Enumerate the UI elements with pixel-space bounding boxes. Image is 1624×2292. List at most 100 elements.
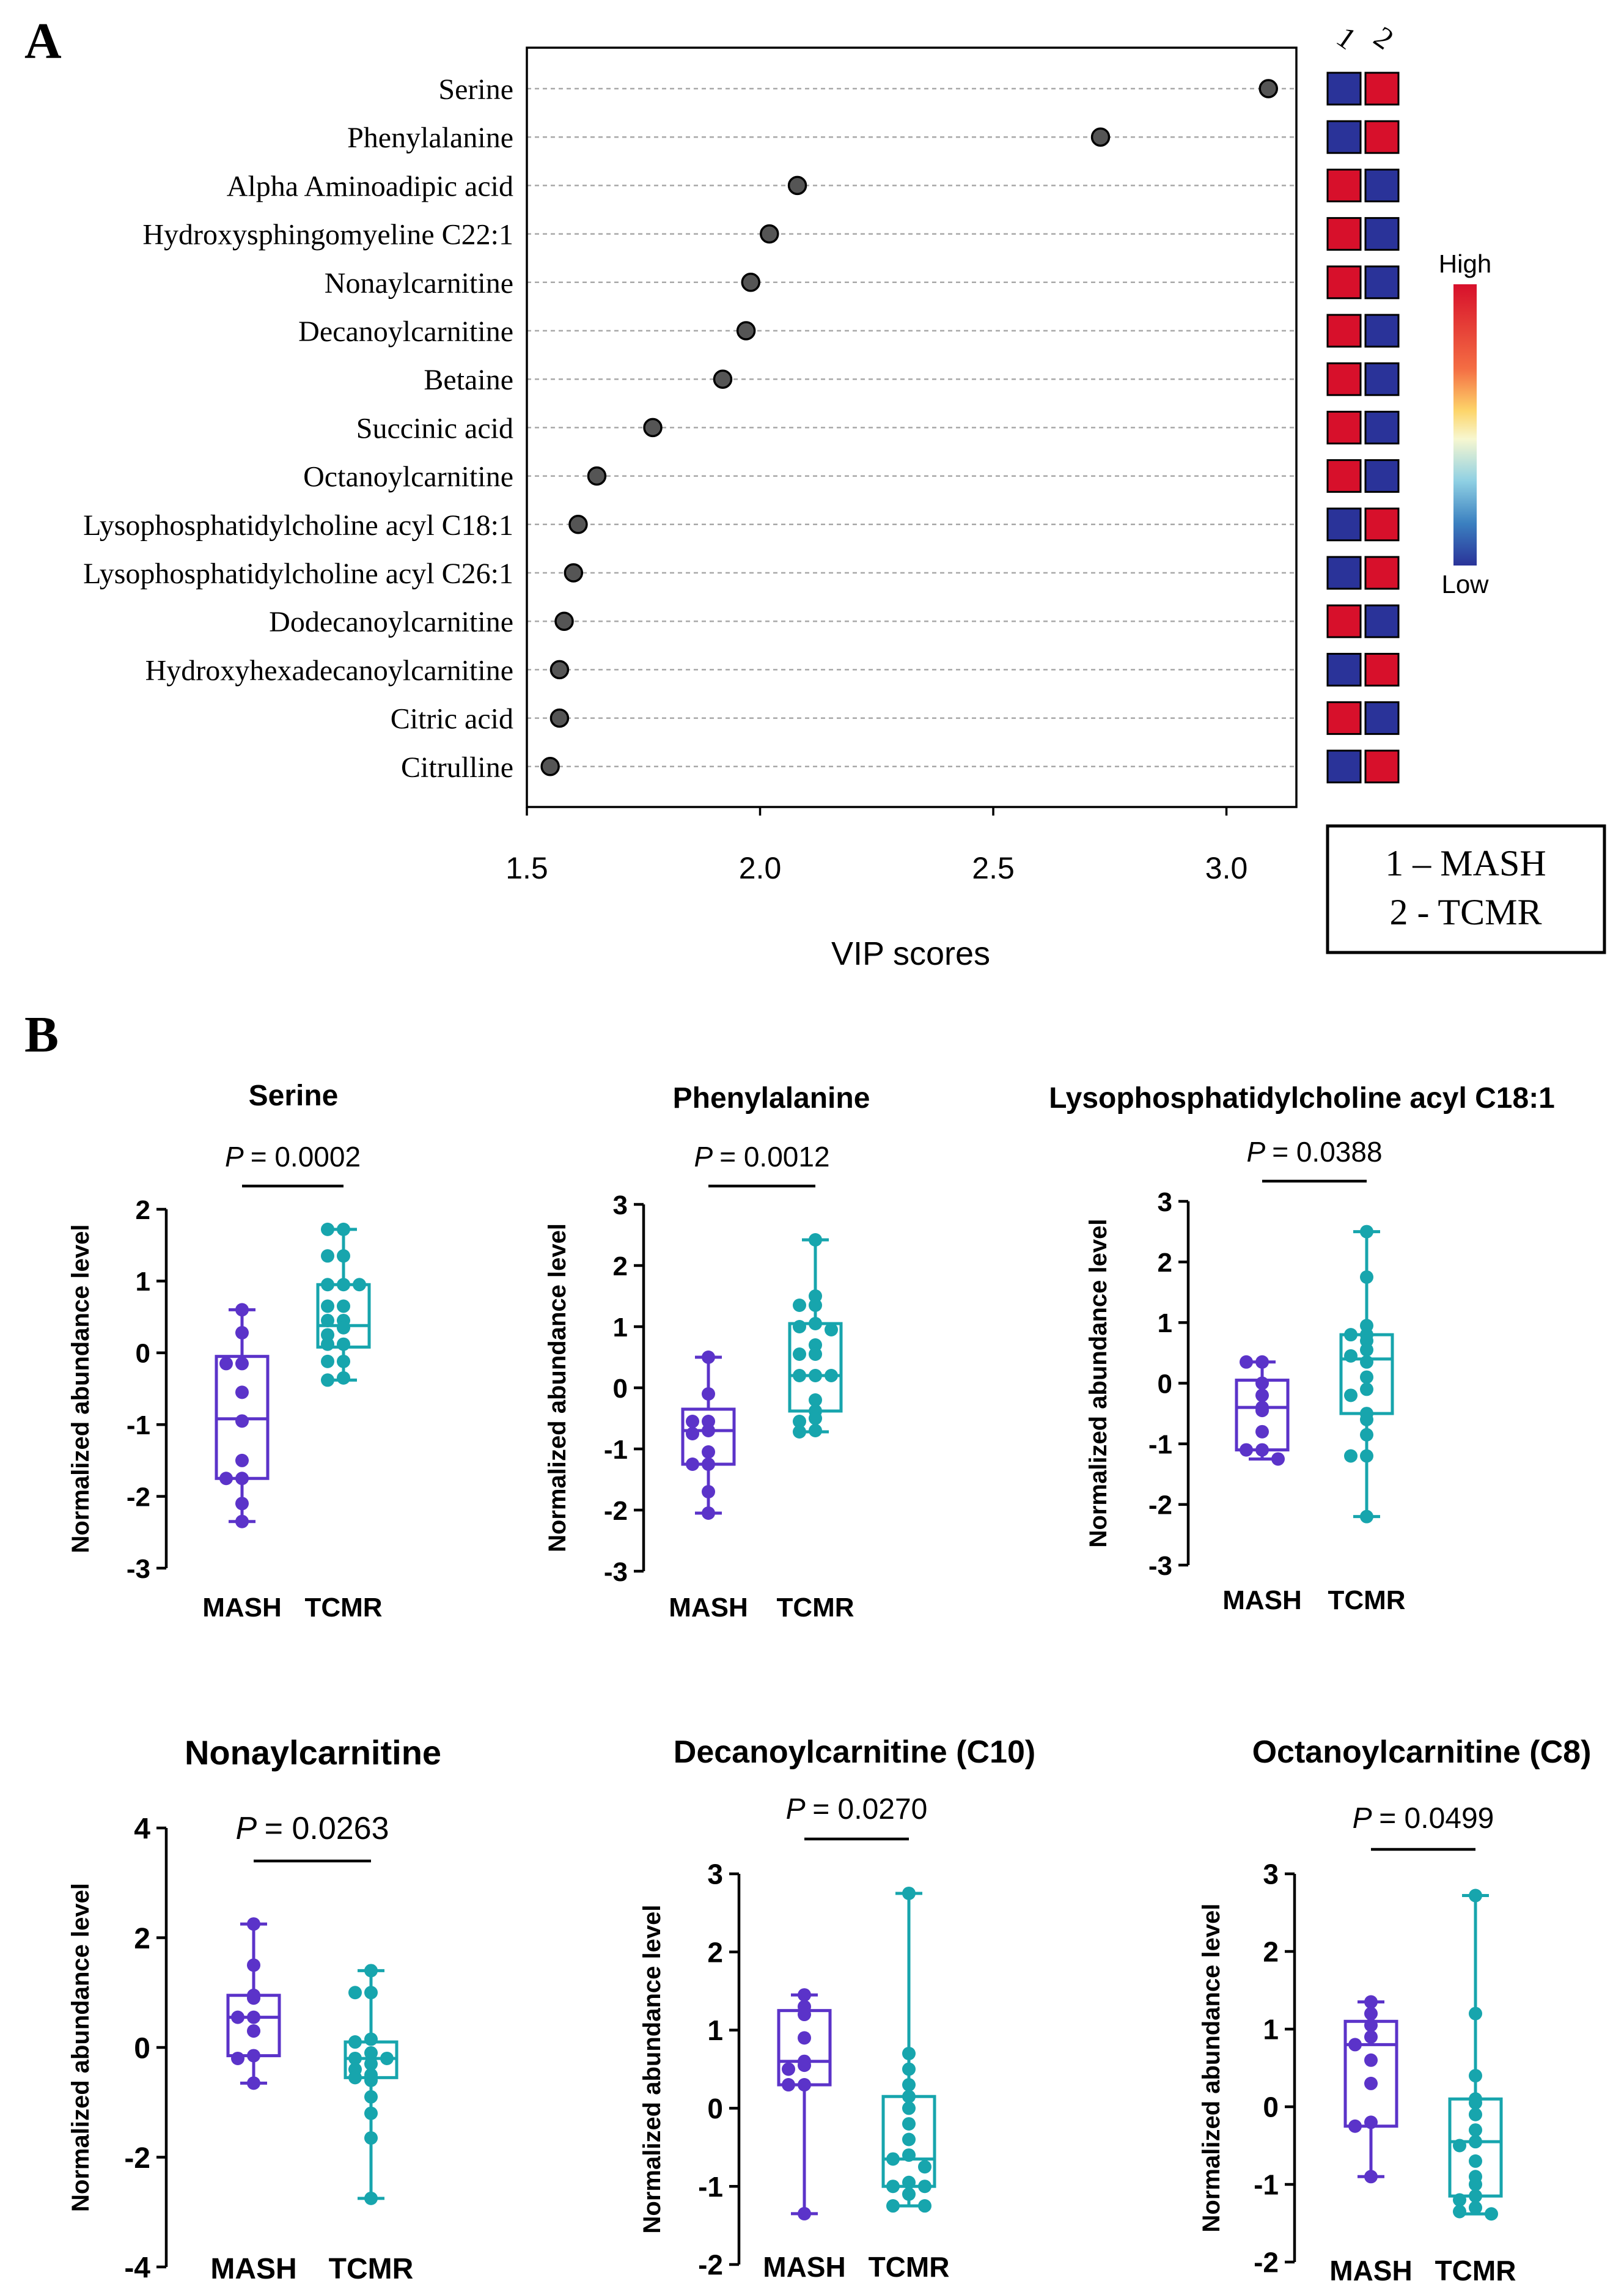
data-point [321,1354,334,1368]
data-point [231,2051,244,2065]
y-tick-label: -3 [127,1554,150,1584]
data-point [337,1222,350,1236]
p-value-label: P = 0.0499 [1353,1802,1494,1835]
data-point [235,1357,249,1371]
p-symbol: P [1353,1802,1380,1835]
data-point [1364,2170,1378,2184]
p-symbol: P [694,1141,719,1173]
group-legend-box [1326,824,1606,954]
data-point [364,2090,378,2104]
p-symbol: P [225,1141,251,1173]
data-point [793,1320,806,1333]
data-point [364,2032,378,2046]
metabolite-label: Hydroxysphingomyeline C22:1 [142,219,513,251]
metabolite-label: Betaine [424,364,513,396]
data-point [1360,1449,1373,1463]
data-point [702,1457,715,1471]
data-point [1360,1382,1373,1396]
box-chart-title: Phenylalanine [673,1082,870,1115]
data-point [235,1385,249,1399]
data-point [902,2090,916,2104]
data-point [1364,1995,1378,2009]
vip-x-tick-label: 2.5 [972,851,1015,885]
vip-x-axis-title: VIP scores [831,935,990,972]
data-point [1240,1355,1253,1369]
data-point [321,1299,334,1313]
data-point [809,1369,822,1382]
data-point [353,1278,366,1292]
heatmap-cell [1364,265,1400,300]
vip-plot-frame [526,46,1298,808]
box-chart-5: Decanoylcarnitine (C10) P = 0.0270 -2 -1 0 1 2… [639,1734,1035,2283]
p-value-label: P = 0.0263 [235,1811,389,1846]
y-tick-label: 0 [1158,1369,1172,1399]
p-symbol: P [786,1793,813,1826]
data-point [793,1299,806,1312]
y-tick-label: 3 [613,1190,628,1220]
data-point [247,1917,260,1931]
y-tick-label: 1 [707,2014,723,2046]
metabolite-label: Citric acid [391,703,513,735]
data-point [702,1506,715,1520]
data-point [702,1424,715,1437]
data-point [809,1233,822,1247]
data-point [380,2051,394,2065]
y-tick-label: 4 [134,1813,150,1845]
data-point [235,1303,249,1317]
data-point [1469,2123,1482,2137]
group-label: TCMR [304,1593,382,1623]
data-point [364,2131,378,2145]
data-point [902,2078,916,2092]
p-value-label: P = 0.0002 [225,1141,361,1173]
metabolite-label: Octanoylcarnitine [303,461,513,493]
y-tick-label: 3 [707,1859,723,1890]
data-point [1240,1443,1253,1457]
data-point [1364,2053,1378,2067]
y-tick-label: 2 [1263,1936,1279,1968]
data-point [1364,2006,1378,2021]
data-point [902,2062,916,2076]
y-tick-label: -3 [604,1557,628,1587]
y-tick-label: 0 [1263,2091,1279,2123]
heatmap-cell [1326,701,1362,735]
y-tick-label: -1 [1148,1430,1172,1460]
y-tick-label: 0 [134,2032,150,2065]
p-value-label: P = 0.0270 [786,1793,928,1826]
data-point [1360,1370,1373,1384]
p-value-label: P = 0.0012 [694,1141,829,1173]
y-axis-title: Normalized abundance level [1085,1219,1112,1548]
heatmap-col-label: 2 [1368,20,1400,56]
data-point [1364,2076,1378,2090]
data-point [902,2187,916,2201]
y-tick-label: -2 [1254,2247,1279,2279]
y-axis-title: Normalized abundance level [1198,1904,1225,2233]
box-chart-title: Decanoylcarnitine (C10) [674,1734,1035,1770]
data-point [337,1278,350,1292]
data-point [337,1371,350,1385]
data-point [235,1514,249,1528]
data-point [364,2106,378,2120]
p-value: = 0.0499 [1379,1802,1494,1835]
data-point [364,1986,378,2000]
data-point [1469,2069,1482,2083]
box-chart-2: Phenylalanine P = 0.0012 -3 -2 -1 0 1 2 3 Normali… [544,1082,870,1623]
y-axis-title: Normalized abundance level [67,1883,94,2212]
color-scale-low-label: Low [1441,570,1489,599]
p-value: = 0.0002 [251,1141,361,1173]
data-point [235,1414,249,1428]
vip-score-dot [587,466,607,486]
y-tick-label: 0 [707,2093,723,2124]
vip-score-dot [760,224,779,244]
y-tick-label: 1 [1158,1308,1172,1338]
data-point [247,2049,260,2063]
data-point [1344,1328,1358,1342]
data-point [348,2051,362,2065]
data-point [1255,1388,1269,1402]
data-point [1344,1349,1358,1363]
metabolite-label: Citrulline [401,751,513,784]
data-point [886,2152,900,2166]
heatmap-cell [1326,265,1362,300]
group-label: TCMR [329,2253,414,2285]
data-point [321,1337,334,1351]
